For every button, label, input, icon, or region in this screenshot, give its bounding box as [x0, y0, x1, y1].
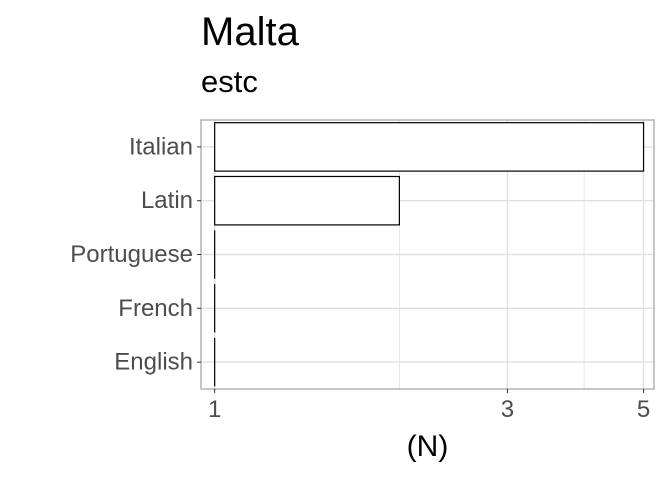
y-tick-label: Portuguese — [70, 241, 193, 268]
bar — [214, 175, 400, 226]
x-tick-label: 1 — [208, 396, 221, 423]
x-axis-title: (N) — [407, 430, 449, 463]
bar — [214, 122, 645, 172]
y-tick-labels: Italian Latin Portuguese French English — [70, 133, 201, 376]
y-tick-label: Italian — [129, 133, 193, 160]
bar-layer — [214, 122, 645, 387]
x-tick-label: 3 — [501, 396, 514, 423]
y-tick-label: French — [118, 295, 193, 322]
y-tick-label: English — [114, 349, 193, 376]
x-tick-labels: 1 3 5 — [208, 389, 650, 423]
y-tick-label: Latin — [141, 187, 193, 214]
chart-title: Malta — [201, 10, 299, 54]
chart-subtitle: estc — [201, 64, 258, 99]
x-tick-label: 5 — [637, 396, 650, 423]
